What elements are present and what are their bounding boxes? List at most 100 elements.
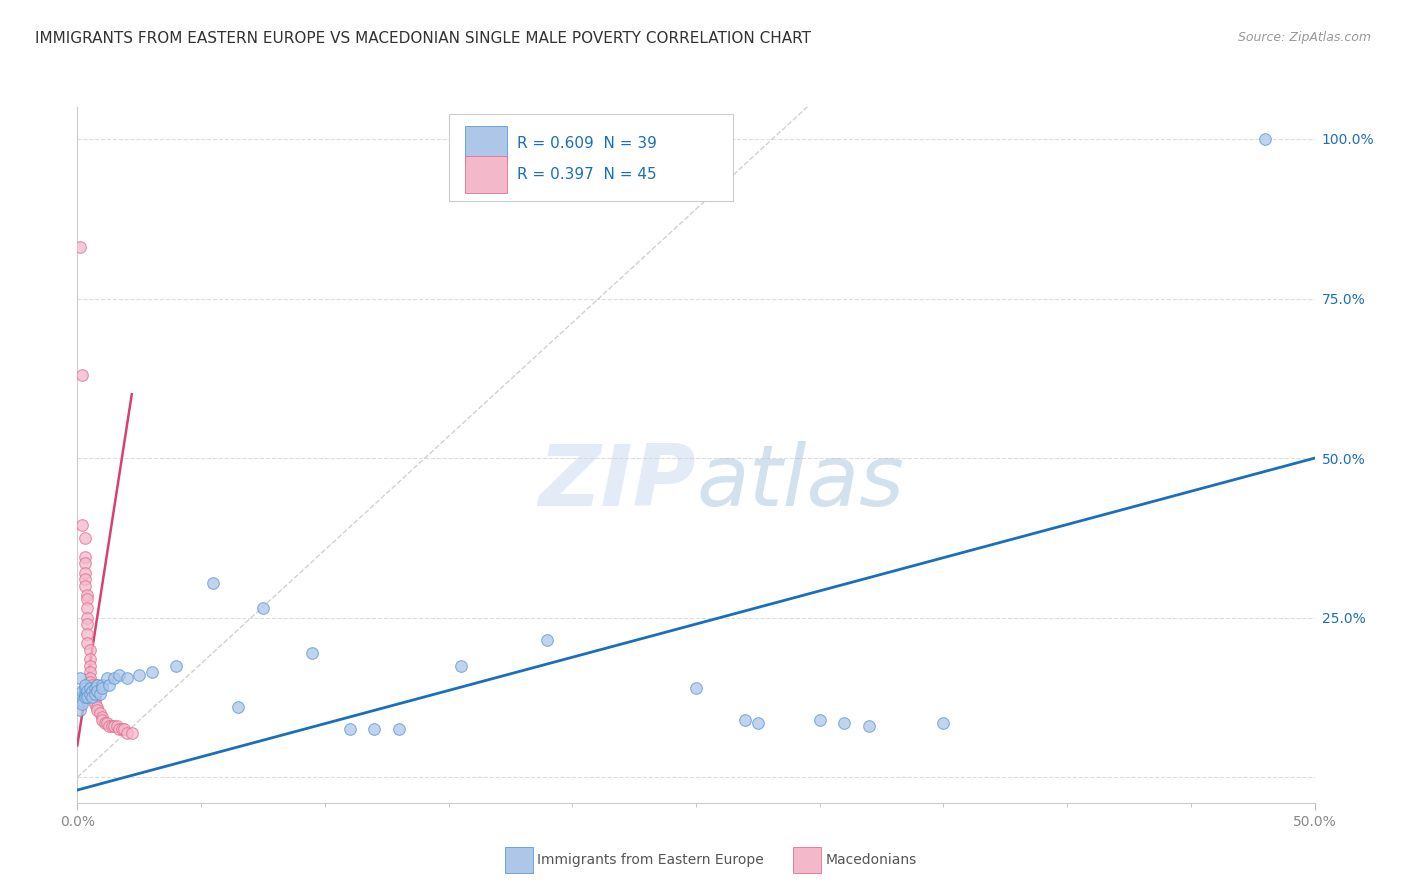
Point (73, 690, 96, 705)
Point (79, 671, 101, 685)
Point (73, 557, 96, 571)
Point (72, 518, 94, 533)
Point (86, 703, 108, 717)
Point (73, 687, 96, 701)
Point (112, 723, 135, 737)
Point (105, 719, 128, 733)
Point (108, 723, 131, 737)
Point (108, 668, 131, 682)
Point (76, 636, 98, 650)
Point (82, 687, 104, 701)
Point (96, 716, 118, 731)
Point (69, 703, 91, 717)
FancyBboxPatch shape (449, 114, 733, 201)
Point (76, 591, 98, 606)
Point (76, 626, 98, 640)
Text: IMMIGRANTS FROM EASTERN EUROPE VS MACEDONIAN SINGLE MALE POVERTY CORRELATION CHA: IMMIGRANTS FROM EASTERN EUROPE VS MACEDO… (35, 31, 811, 46)
Point (82, 690, 104, 705)
Point (685, 681, 707, 695)
Point (76, 690, 98, 705)
Point (83, 687, 105, 701)
Point (747, 716, 769, 731)
Point (103, 671, 125, 685)
Point (83, 690, 105, 705)
Point (202, 575, 225, 590)
Point (76, 588, 98, 602)
Point (76, 610, 98, 624)
Text: R = 0.609  N = 39: R = 0.609 N = 39 (516, 136, 657, 152)
Point (72, 697, 94, 711)
Point (89, 687, 111, 701)
Point (128, 668, 150, 682)
Point (73, 678, 96, 692)
Point (91, 713, 114, 727)
Point (93, 716, 115, 731)
Point (82, 681, 104, 695)
Point (98, 719, 121, 733)
Point (86, 700, 108, 714)
Point (86, 684, 108, 698)
Text: Macedonians: Macedonians (825, 853, 917, 867)
Point (121, 725, 143, 739)
Point (165, 658, 187, 673)
Point (141, 665, 163, 679)
Point (73, 573, 96, 587)
Point (83, 694, 105, 708)
Point (79, 652, 101, 666)
Point (115, 671, 138, 685)
Point (86, 678, 108, 692)
Point (101, 719, 124, 733)
Point (252, 601, 274, 615)
Point (388, 723, 411, 737)
Point (734, 713, 756, 727)
Point (73, 531, 96, 545)
Point (86, 678, 108, 692)
Point (69, 690, 91, 705)
Point (73, 681, 96, 695)
Point (79, 665, 101, 679)
Point (1254, 132, 1277, 146)
Point (115, 725, 138, 739)
Point (79, 681, 101, 695)
Point (76, 684, 98, 698)
Point (79, 658, 101, 673)
Point (79, 642, 101, 657)
Point (82, 684, 104, 698)
Text: Immigrants from Eastern Europe: Immigrants from Eastern Europe (537, 853, 763, 867)
Point (858, 719, 880, 733)
FancyBboxPatch shape (464, 126, 506, 162)
Point (301, 646, 323, 660)
Point (72, 694, 94, 708)
Point (91, 709, 114, 723)
Text: Source: ZipAtlas.com: Source: ZipAtlas.com (1237, 31, 1371, 45)
Point (73, 549, 96, 564)
Point (932, 716, 955, 731)
Point (83, 681, 105, 695)
Point (363, 723, 385, 737)
Point (226, 700, 249, 714)
Point (76, 687, 98, 701)
Point (83, 697, 105, 711)
Point (79, 674, 101, 689)
Point (69, 671, 91, 685)
Point (82, 678, 104, 692)
Point (98, 678, 121, 692)
Point (536, 633, 558, 648)
Point (73, 579, 96, 593)
Point (111, 723, 134, 737)
Point (834, 716, 856, 731)
Text: ZIP: ZIP (538, 442, 696, 524)
Point (91, 681, 114, 695)
Point (76, 617, 98, 632)
Point (72, 684, 94, 698)
Point (808, 713, 831, 727)
Point (69, 240, 91, 254)
Point (72, 368, 94, 383)
Point (91, 678, 114, 692)
Point (103, 719, 125, 733)
Point (79, 687, 101, 701)
Point (89, 706, 111, 721)
Text: atlas: atlas (696, 442, 904, 524)
Point (339, 723, 361, 737)
FancyBboxPatch shape (464, 156, 506, 193)
